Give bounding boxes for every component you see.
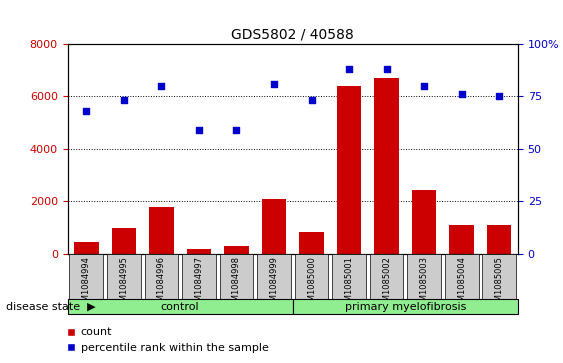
FancyBboxPatch shape xyxy=(182,254,216,299)
Bar xyxy=(412,189,436,254)
Bar xyxy=(74,242,99,254)
Point xyxy=(307,98,316,103)
FancyBboxPatch shape xyxy=(220,254,253,299)
Point xyxy=(232,127,241,133)
Point xyxy=(382,66,391,72)
Text: GSM1085005: GSM1085005 xyxy=(495,256,504,312)
Text: GSM1085000: GSM1085000 xyxy=(307,256,316,312)
FancyBboxPatch shape xyxy=(482,254,516,299)
Bar xyxy=(111,228,136,254)
Point xyxy=(457,91,466,97)
FancyBboxPatch shape xyxy=(69,254,103,299)
FancyBboxPatch shape xyxy=(257,254,291,299)
Point xyxy=(119,98,128,103)
Bar xyxy=(149,207,173,254)
Text: primary myelofibrosis: primary myelofibrosis xyxy=(345,302,466,312)
FancyBboxPatch shape xyxy=(68,299,293,314)
Title: GDS5802 / 40588: GDS5802 / 40588 xyxy=(231,27,354,41)
FancyBboxPatch shape xyxy=(294,254,328,299)
Point xyxy=(270,81,279,86)
Bar xyxy=(262,199,286,254)
Text: GSM1084995: GSM1084995 xyxy=(119,256,128,312)
Text: GSM1084997: GSM1084997 xyxy=(194,256,203,313)
Bar xyxy=(224,246,249,254)
Bar xyxy=(300,232,324,254)
Bar xyxy=(187,249,211,254)
FancyBboxPatch shape xyxy=(370,254,404,299)
FancyBboxPatch shape xyxy=(107,254,141,299)
FancyBboxPatch shape xyxy=(445,254,479,299)
Text: GSM1084999: GSM1084999 xyxy=(270,256,279,312)
Bar xyxy=(449,225,474,254)
Text: GSM1085003: GSM1085003 xyxy=(419,256,428,313)
Point xyxy=(419,83,428,89)
Text: control: control xyxy=(161,302,199,312)
Bar xyxy=(487,225,511,254)
Point xyxy=(157,83,166,89)
FancyBboxPatch shape xyxy=(293,299,518,314)
Text: disease state  ▶: disease state ▶ xyxy=(6,302,95,312)
Point xyxy=(82,108,91,114)
Point xyxy=(345,66,354,72)
Legend: count, percentile rank within the sample: count, percentile rank within the sample xyxy=(62,323,273,358)
Text: GSM1084994: GSM1084994 xyxy=(82,256,91,312)
Point xyxy=(495,93,504,99)
Text: GSM1085002: GSM1085002 xyxy=(382,256,391,312)
Bar xyxy=(374,78,399,254)
Text: GSM1085004: GSM1085004 xyxy=(457,256,466,312)
Text: GSM1084996: GSM1084996 xyxy=(157,256,166,313)
Bar xyxy=(337,86,361,254)
Text: GSM1085001: GSM1085001 xyxy=(345,256,354,312)
FancyBboxPatch shape xyxy=(145,254,178,299)
Text: GSM1084998: GSM1084998 xyxy=(232,256,241,313)
FancyBboxPatch shape xyxy=(407,254,441,299)
FancyBboxPatch shape xyxy=(332,254,366,299)
Point xyxy=(194,127,203,133)
